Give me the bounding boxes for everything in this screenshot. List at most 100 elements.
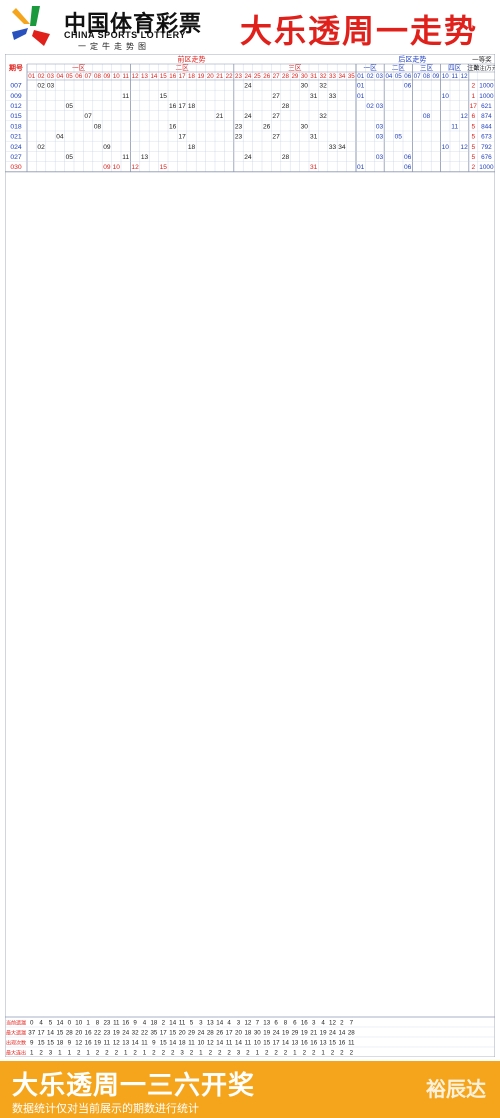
stat-value: 12	[75, 1040, 82, 1047]
header-front-number: 30	[301, 73, 308, 80]
stat-value: 14	[56, 1020, 63, 1027]
issue-label: 009	[10, 93, 22, 100]
stat-value: 14	[282, 1040, 289, 1047]
front-number: 24	[244, 154, 252, 161]
stat-value: 18	[56, 1040, 63, 1047]
header-back-zone: 四区	[448, 64, 462, 72]
trend-table-svg: 期号前区走势后区走势一等奖一区二区三区一区二区三区四区注数单注(万元)01020…	[5, 54, 495, 1057]
header-issue: 期号	[9, 63, 23, 72]
front-number: 17	[178, 134, 186, 141]
stat-value: 2	[171, 1050, 175, 1057]
header-front-number: 24	[244, 73, 251, 80]
footer-title: 大乐透周一三六开奖	[12, 1071, 256, 1101]
stat-value: 18	[179, 1040, 186, 1047]
stat-value: 2	[350, 1050, 354, 1057]
brand-name-en: CHINA SPORTS LOTTERY	[64, 30, 186, 40]
back-number: 03	[376, 134, 384, 141]
front-number: 31	[310, 93, 318, 100]
header-front-number: 05	[66, 73, 73, 80]
header-front-number: 31	[310, 73, 317, 80]
stat-value: 16	[85, 1040, 92, 1047]
stat-value: 14	[235, 1040, 242, 1047]
front-number: 16	[169, 123, 177, 130]
header-front-number: 02	[38, 73, 45, 80]
header-back-number: 09	[432, 73, 439, 80]
front-number: 34	[338, 144, 346, 151]
stat-value: 13	[320, 1040, 327, 1047]
header-front-number: 21	[216, 73, 223, 80]
stat-value: 29	[188, 1030, 195, 1037]
stat-value: 14	[169, 1040, 176, 1047]
stat-value: 7	[350, 1020, 354, 1027]
front-number: 33	[329, 144, 337, 151]
header-back-number: 05	[395, 73, 402, 80]
front-number: 32	[319, 83, 327, 90]
front-number: 21	[216, 113, 224, 120]
stat-value: 11	[348, 1040, 355, 1047]
back-number: 01	[357, 164, 365, 171]
stat-value: 2	[218, 1050, 222, 1057]
stat-value: 11	[188, 1040, 195, 1047]
stat-value: 1	[30, 1050, 34, 1057]
stat-value: 12	[329, 1020, 336, 1027]
page-footer: 大乐透周一三六开奖 数据统计仅对当前展示的期数进行统计 裕辰达	[0, 1061, 500, 1118]
issue-label: 018	[10, 123, 22, 130]
header-front: 前区走势	[178, 55, 206, 64]
header-front-number: 35	[348, 73, 355, 80]
back-number: 06	[404, 83, 412, 90]
stat-value: 12	[207, 1040, 214, 1047]
stat-value: 1	[68, 1050, 72, 1057]
stat-value: 15	[38, 1040, 45, 1047]
back-number: 03	[376, 123, 384, 130]
issue-label: 024	[10, 144, 22, 151]
back-number: 12	[460, 113, 468, 120]
stat-value: 7	[256, 1020, 260, 1027]
header-front-number: 10	[113, 73, 120, 80]
header-front-number: 11	[122, 73, 129, 80]
lottery-logo	[12, 6, 50, 46]
front-number: 18	[188, 144, 196, 151]
stat-value: 1	[143, 1050, 147, 1057]
stat-value: 16	[338, 1040, 345, 1047]
stat-value: 15	[169, 1030, 176, 1037]
prize-count: 1	[471, 93, 475, 100]
stat-value: 2	[284, 1050, 288, 1057]
stat-value: 2	[96, 1050, 100, 1057]
front-number: 32	[319, 113, 327, 120]
stat-value: 15	[56, 1030, 63, 1037]
stat-value: 3	[237, 1050, 241, 1057]
back-number: 01	[357, 83, 365, 90]
front-number: 24	[244, 83, 252, 90]
stat-value: 2	[265, 1050, 269, 1057]
stat-value: 20	[235, 1030, 242, 1037]
stat-value: 3	[49, 1050, 53, 1057]
stat-value: 2	[274, 1050, 278, 1057]
header-front-number: 14	[150, 73, 157, 80]
front-number: 23	[235, 123, 243, 130]
stat-label: 最大遗漏	[6, 1030, 26, 1037]
stat-value: 2	[246, 1050, 250, 1057]
header-front-number: 28	[282, 73, 289, 80]
stat-value: 2	[340, 1050, 344, 1057]
front-number: 30	[301, 123, 309, 130]
stat-value: 2	[227, 1050, 231, 1057]
back-number: 10	[442, 144, 450, 151]
front-number: 04	[56, 134, 64, 141]
stat-value: 19	[320, 1030, 327, 1037]
stat-value: 1	[199, 1050, 203, 1057]
front-number: 10	[113, 164, 121, 171]
header-front-number: 22	[226, 73, 233, 80]
front-number: 30	[301, 83, 309, 90]
front-number: 15	[160, 93, 168, 100]
chart-frame	[5, 54, 495, 1057]
header-back-number: 11	[451, 73, 458, 80]
header-back-zone: 一区	[364, 64, 378, 72]
prize-count: 2	[471, 83, 475, 90]
brand-name-cn: 中国体育彩票	[64, 11, 203, 36]
stat-value: 13	[263, 1020, 270, 1027]
prize-amount: 844	[481, 123, 492, 130]
stat-value: 3	[312, 1020, 316, 1027]
stat-value: 14	[338, 1030, 345, 1037]
stat-value: 1	[293, 1050, 297, 1057]
front-number: 23	[235, 134, 243, 141]
